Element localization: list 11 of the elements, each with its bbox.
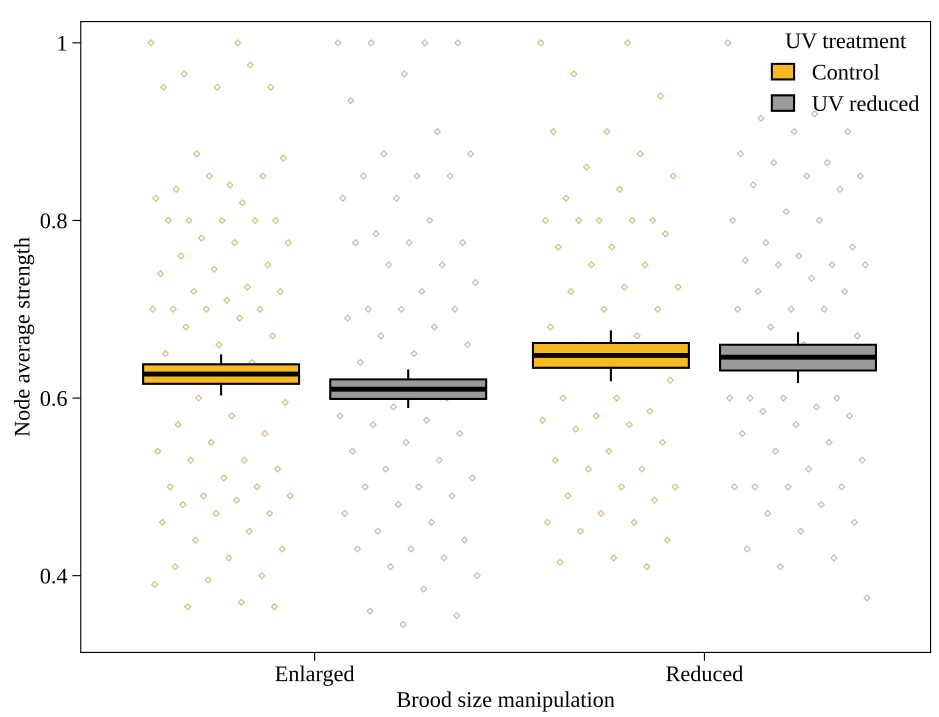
legend-label: UV reduced (812, 95, 920, 112)
legend-title: UV treatment (786, 33, 906, 48)
legend-label: Control (812, 64, 880, 80)
y-tick-label: 0.6 (40, 390, 67, 406)
y-tick-label: 0.4 (40, 568, 68, 584)
y-tick-label: 0.8 (40, 213, 67, 228)
x-tick-label: Reduced (666, 666, 744, 682)
y-tick-label: 1 (58, 36, 66, 51)
x-tick-label: Enlarged (275, 666, 354, 686)
y-axis-title: Node average strength (14, 237, 34, 436)
x-axis-title: Brood size manipulation (397, 691, 615, 712)
